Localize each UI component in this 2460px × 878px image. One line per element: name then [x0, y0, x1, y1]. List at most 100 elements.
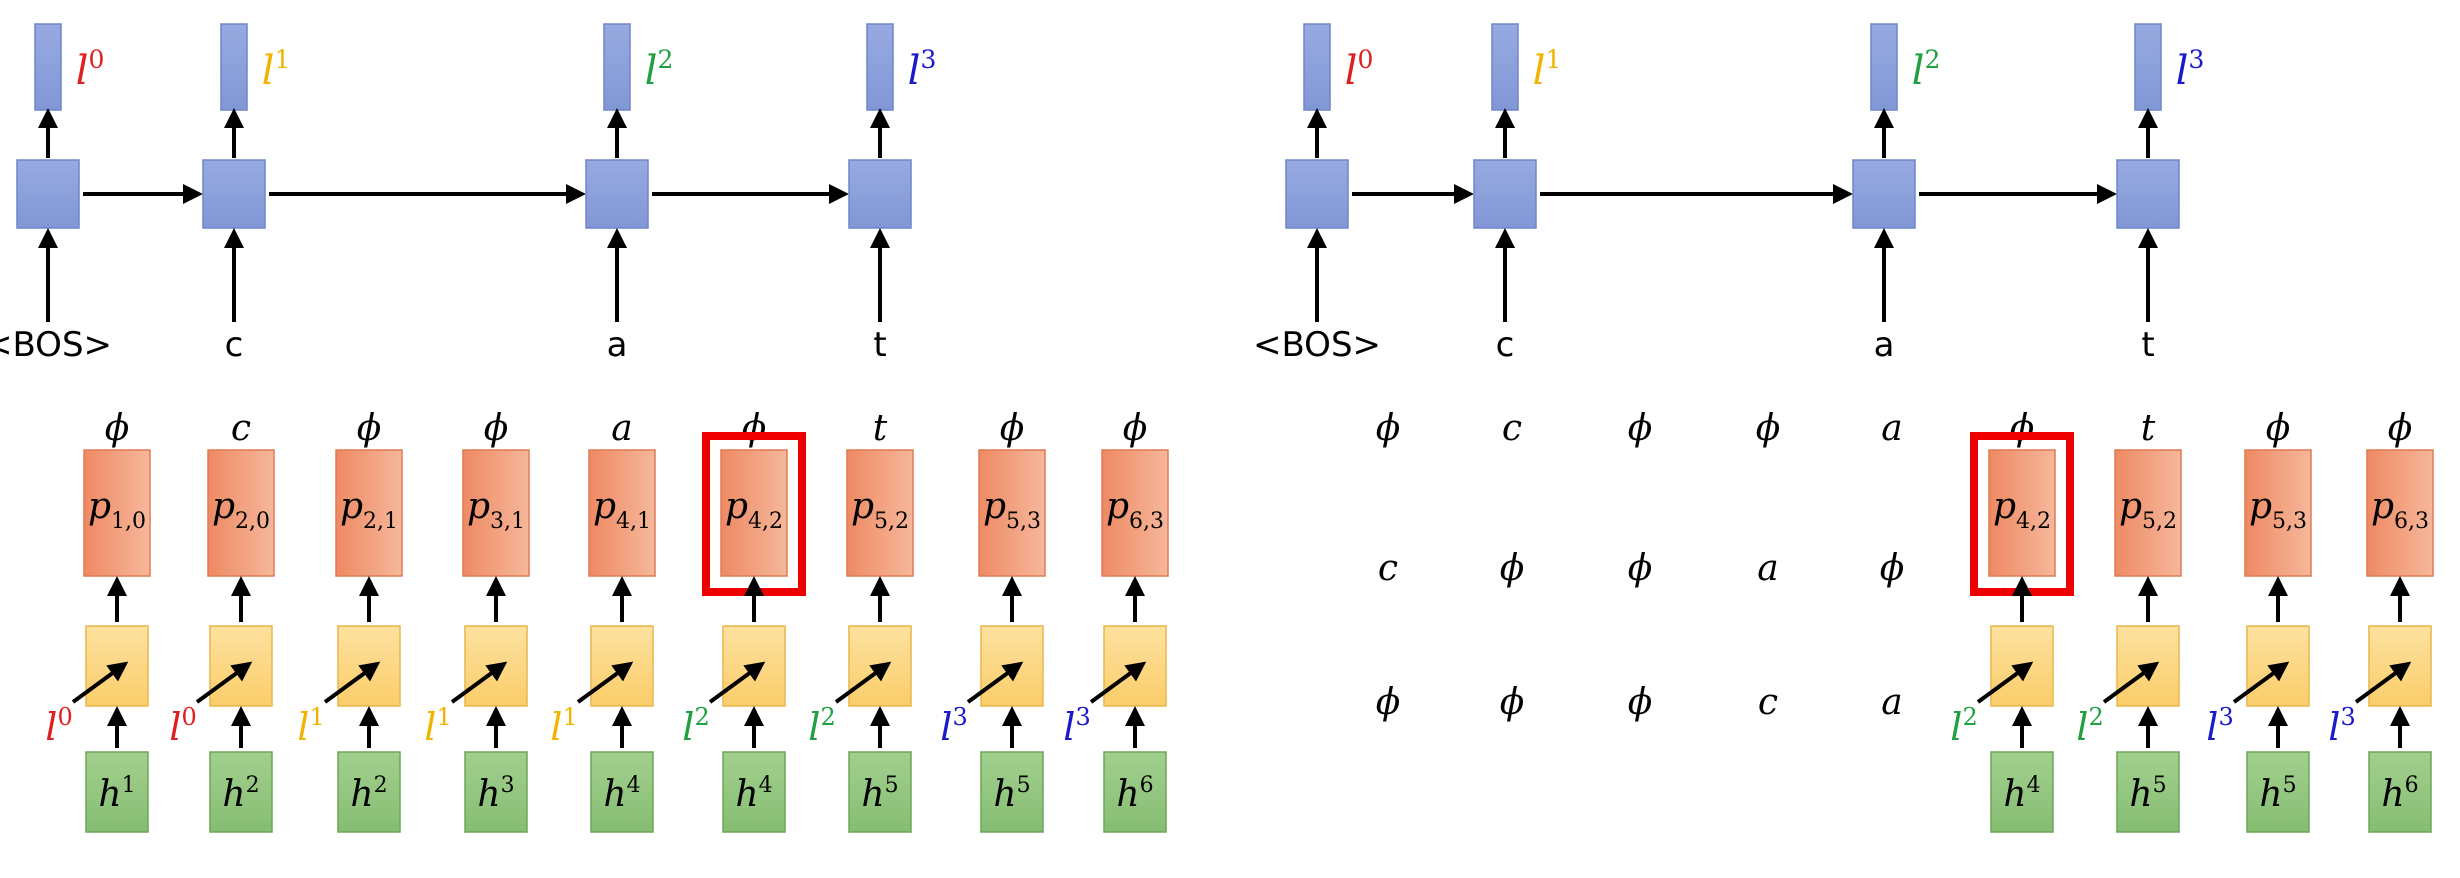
encoder-state-label-sup: 4 — [627, 773, 641, 798]
joint-label-input-sup: 1 — [562, 703, 577, 731]
lstm-input-token: <BOS> — [0, 325, 112, 365]
joint-label-input-sup: 2 — [694, 703, 709, 731]
output-probability-label-base: p — [467, 486, 490, 527]
output-probability-label-sub: 5,2 — [874, 509, 909, 534]
right-panel: l0<BOS>l1cl2al3tϕ c ϕ ϕ ac ϕ ϕ a ϕϕ ϕ ϕ c aϕp4,2l2h4… — [1253, 24, 2433, 832]
output-probability-label-base: p — [2119, 486, 2142, 527]
joint-label-input: l2 — [808, 703, 835, 749]
prediction-output-label-sup: 0 — [88, 45, 104, 74]
path-symbol: ϕ — [484, 408, 509, 449]
encoder-state-label-sup: 5 — [2153, 773, 2167, 798]
joint-label-input-sup: 3 — [1075, 703, 1090, 731]
output-probability-label-sub: 5,3 — [1006, 509, 1041, 534]
joint-label-input-base: l — [682, 705, 694, 749]
joint-label-input-sup: 0 — [57, 703, 72, 731]
joint-network-box — [465, 626, 527, 706]
prefix-path-symbol: c — [1378, 548, 1398, 589]
encoder-state-label-sup: 4 — [2027, 773, 2041, 798]
encoder-state-label-base: h — [603, 774, 626, 815]
joint-network-box — [2369, 626, 2431, 706]
lstm-input-token: c — [225, 325, 244, 365]
output-probability-label-sub: 6,3 — [2394, 509, 2429, 534]
encoder-state-label-base: h — [2129, 774, 2152, 815]
encoder-state-label-base: h — [2003, 774, 2026, 815]
prediction-output-label-base: l — [2176, 48, 2189, 94]
encoder-state-label-sup: 5 — [2283, 773, 2297, 798]
joint-label-input-base: l — [550, 705, 562, 749]
encoder-state-label-base: h — [477, 774, 500, 815]
output-probability-label-sub: 4,2 — [2016, 509, 2051, 534]
prefix-path-symbol: ϕ — [1880, 548, 1905, 589]
output-probability-label-sub: 4,2 — [748, 509, 783, 534]
joint-label-input-base: l — [940, 705, 952, 749]
path-symbol: ϕ — [742, 408, 767, 449]
path-symbol: t — [2141, 408, 2156, 449]
joint-label-input: l2 — [1950, 703, 1977, 749]
joint-network-box — [591, 626, 653, 706]
prediction-lstm-cell — [1286, 160, 1348, 228]
joint-label-input-sup: 1 — [436, 703, 451, 731]
encoder-state-label-base: h — [350, 774, 373, 815]
joint-label-input-sup: 1 — [309, 703, 324, 731]
prediction-output-label: l0 — [76, 45, 105, 94]
joint-network-box — [1104, 626, 1166, 706]
prefix-path-symbol: ϕ — [1376, 408, 1401, 449]
prediction-lstm-cell — [586, 160, 648, 228]
joint-network-box — [338, 626, 400, 706]
joint-network-box — [2117, 626, 2179, 706]
prediction-output-label-sup: 2 — [657, 45, 673, 74]
output-probability-label-sub: 5,2 — [2142, 509, 2177, 534]
prediction-output-label: l2 — [1912, 45, 1941, 94]
prediction-output-vector — [221, 24, 247, 110]
encoder-state-label-sup: 5 — [885, 773, 899, 798]
prefix-path-symbol: a — [1757, 548, 1778, 589]
prediction-output-label: l0 — [1345, 45, 1374, 94]
prefix-path-symbol: ϕ — [1500, 548, 1525, 589]
output-probability-label-sub: 4,1 — [616, 509, 651, 534]
prediction-output-label-sup: 2 — [1924, 45, 1940, 74]
prefix-path-symbol: a — [1881, 408, 1902, 449]
prefix-path-symbol: ϕ — [1628, 408, 1653, 449]
output-probability-label-base: p — [851, 486, 874, 527]
prefix-path-symbol: c — [1758, 682, 1778, 723]
joint-label-input-base: l — [2206, 705, 2218, 749]
joint-label-input: l3 — [2328, 703, 2355, 749]
prediction-output-label-sup: 0 — [1357, 45, 1373, 74]
output-probability-label-sub: 6,3 — [1129, 509, 1164, 534]
prediction-output-vector — [867, 24, 893, 110]
prefix-path-symbol: ϕ — [1376, 682, 1401, 723]
prediction-output-label: l1 — [1533, 45, 1562, 94]
encoder-state-label-sup: 1 — [122, 773, 136, 798]
prediction-lstm-cell — [17, 160, 79, 228]
path-symbol: ϕ — [1123, 408, 1148, 449]
joint-network-box — [723, 626, 785, 706]
prediction-output-label-base: l — [908, 48, 921, 94]
prediction-output-label: l2 — [645, 45, 674, 94]
prediction-output-label-base: l — [1533, 48, 1546, 94]
encoder-state-label-sup: 3 — [501, 773, 515, 798]
encoder-state-label-base: h — [993, 774, 1016, 815]
prediction-lstm-cell — [1474, 160, 1536, 228]
output-probability-label-sub: 5,3 — [2272, 509, 2307, 534]
encoder-state-label-sup: 6 — [2405, 773, 2419, 798]
prediction-output-label-base: l — [645, 48, 658, 94]
output-probability-label-base: p — [2249, 486, 2272, 527]
joint-label-input-sup: 2 — [820, 703, 835, 731]
joint-label-input: l0 — [45, 703, 72, 749]
joint-label-input-sup: 0 — [181, 703, 196, 731]
encoder-state-label-base: h — [2381, 774, 2404, 815]
encoder-state-label-sup: 4 — [759, 773, 773, 798]
path-symbol: ϕ — [2266, 408, 2291, 449]
path-symbol: ϕ — [357, 408, 382, 449]
joint-network-box — [981, 626, 1043, 706]
path-symbol: ϕ — [105, 408, 130, 449]
output-probability-label-base: p — [1106, 486, 1129, 527]
prediction-output-label-base: l — [1912, 48, 1925, 94]
joint-label-input-sup: 3 — [2218, 703, 2233, 731]
lstm-input-token: <BOS> — [1253, 325, 1381, 365]
output-probability-label-sub: 2,0 — [235, 509, 270, 534]
joint-label-input-base: l — [1063, 705, 1075, 749]
prefix-path-symbol: a — [1881, 682, 1902, 723]
prediction-output-label-sup: 1 — [1545, 45, 1561, 74]
